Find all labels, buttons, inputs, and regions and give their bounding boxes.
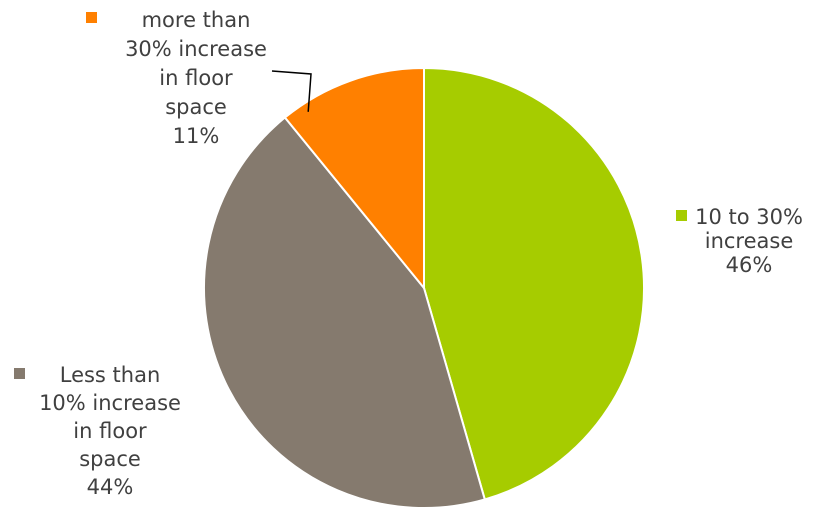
data-label-text: in floor bbox=[73, 419, 147, 443]
data-label-text: in floor bbox=[159, 66, 233, 90]
data-label-text: 11% bbox=[173, 124, 220, 148]
data-label-text: increase bbox=[705, 229, 794, 253]
data-label-text: 46% bbox=[726, 253, 773, 277]
data-label-text: 44% bbox=[87, 475, 134, 499]
data-label-more-than-30-increase-in-floor-space: more than 30% increase in floor space 11% bbox=[86, 8, 267, 148]
data-label-text: 30% increase bbox=[125, 37, 267, 61]
data-label-text: space bbox=[79, 447, 141, 471]
data-label-text: space bbox=[165, 95, 227, 119]
data-label-text: 10% increase bbox=[39, 391, 181, 415]
pie-slice-less-than-10-increase-in-floor-space bbox=[202, 116, 487, 510]
data-label-text: more than bbox=[142, 8, 251, 32]
pie-slice-10-to-30-increase bbox=[423, 66, 646, 501]
legend-key-less-than-10-increase-in-floor-space bbox=[14, 368, 25, 379]
data-label-less-than-10-increase-in-floor-space: Less than 10% increase in floor space 44% bbox=[14, 363, 181, 499]
data-label-text: 10 to 30% bbox=[695, 205, 803, 229]
legend-key-more-than-30-increase-in-floor-space bbox=[86, 12, 97, 23]
data-label-text: Less than bbox=[60, 363, 161, 387]
pie-slice-more-than-30-increase-in-floor-space bbox=[283, 66, 425, 291]
legend-key-10-to-30-increase bbox=[676, 210, 687, 221]
pie-slices bbox=[202, 66, 646, 510]
leader-lines bbox=[271, 70, 312, 112]
leader-line-more-than-30-increase-in-floor-space bbox=[271, 70, 312, 112]
